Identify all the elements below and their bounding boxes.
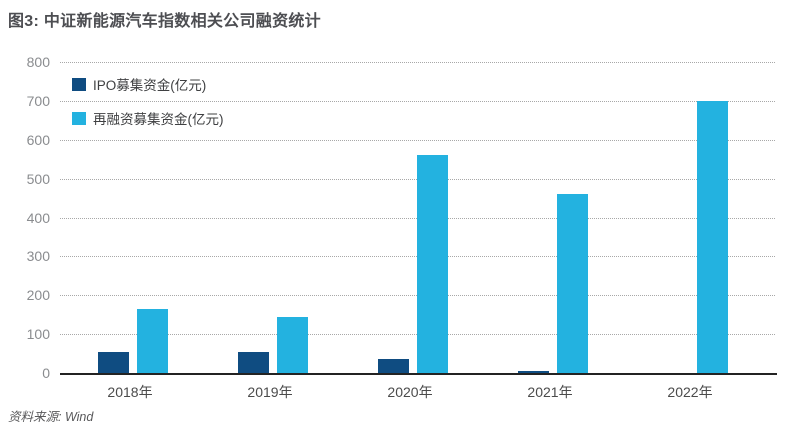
legend: IPO募集资金(亿元) 再融资募集资金(亿元): [72, 74, 224, 142]
y-tick-100: 100: [26, 326, 50, 343]
bar-refinance-2019年: [277, 316, 308, 373]
x-tick-2019年: 2019年: [247, 384, 293, 400]
bar-refinance-2022年: [697, 100, 728, 373]
legend-label-refinance: 再融资募集资金(亿元): [93, 112, 224, 127]
legend-item-ipo: IPO募集资金(亿元): [72, 74, 224, 94]
bar-ipo-2021年: [518, 371, 549, 373]
y-tick-200: 200: [26, 287, 50, 304]
x-tick-2021年: 2021年: [527, 384, 573, 400]
y-tick-400: 400: [26, 209, 50, 226]
data-source-note: 资料来源: Wind: [8, 410, 94, 424]
bar-ipo-2018年: [98, 351, 129, 373]
x-tick-2020年: 2020年: [387, 384, 433, 400]
refinance-series-swatch: [72, 111, 86, 125]
gridline-800: [60, 62, 775, 63]
y-tick-600: 600: [26, 131, 50, 148]
bar-ipo-2020年: [378, 359, 409, 373]
ipo-series-swatch: [72, 77, 86, 91]
x-axis-line: [60, 373, 777, 375]
bar-refinance-2018年: [137, 308, 168, 373]
chart-title: 图3: 中证新能源汽车指数相关公司融资统计: [8, 13, 321, 30]
y-tick-500: 500: [26, 170, 50, 187]
gridline-600: [60, 139, 775, 141]
legend-label-ipo: IPO募集资金(亿元): [93, 78, 207, 93]
y-tick-800: 800: [26, 54, 50, 70]
x-tick-2022年: 2022年: [667, 384, 713, 400]
legend-item-refinance: 再融资募集资金(亿元): [72, 108, 224, 128]
bar-refinance-2020年: [417, 155, 448, 373]
y-tick-0: 0: [42, 365, 50, 381]
gridline-700: [60, 100, 775, 102]
y-tick-300: 300: [26, 248, 50, 265]
bar-refinance-2021年: [557, 194, 588, 373]
bar-ipo-2019年: [238, 351, 269, 373]
x-tick-2018年: 2018年: [107, 384, 153, 400]
y-tick-700: 700: [26, 92, 50, 109]
